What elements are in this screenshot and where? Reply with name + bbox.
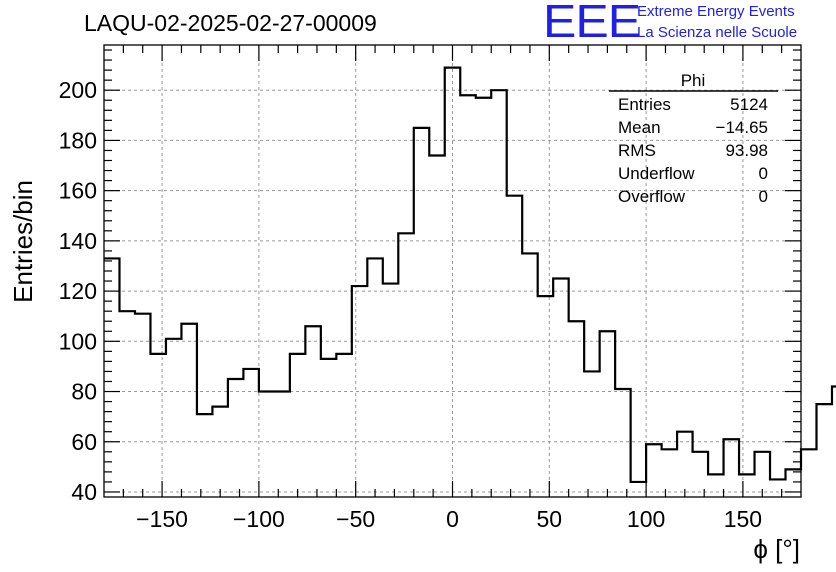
x-axis-label: ϕ [°] (753, 534, 800, 564)
stats-value: 0 (759, 187, 768, 206)
y-tick-label: 100 (59, 328, 97, 354)
stats-value: 5124 (730, 95, 768, 114)
stats-value: 0 (759, 164, 768, 183)
x-tick-label: 100 (627, 506, 665, 532)
y-tick-label: 200 (59, 77, 97, 103)
stats-label: Mean (618, 118, 661, 137)
x-tick-label: 150 (724, 506, 762, 532)
x-tick-label: 0 (446, 506, 459, 532)
stats-label: RMS (618, 141, 656, 160)
chart-title: LAQU-02-2025-02-27-00009 (84, 10, 377, 36)
y-tick-label: 160 (59, 178, 97, 204)
stats-box: Phi Entries 5124 Mean −14.65 RMS 93.98 U… (609, 71, 778, 206)
y-tick-label: 120 (59, 278, 97, 304)
y-axis-label: Entries/bin (8, 180, 38, 303)
x-tick-label: −100 (233, 506, 285, 532)
y-tick-label: 40 (71, 479, 97, 505)
y-tick-label: 140 (59, 228, 97, 254)
stats-label: Entries (618, 95, 671, 114)
eee-logo: EEE (543, 0, 641, 47)
logo-caption-line2: La Scienza nelle Scuole (637, 24, 798, 41)
x-tick-label: −150 (136, 506, 188, 532)
y-tick-label: 80 (71, 379, 97, 405)
axis-ticks (104, 45, 801, 497)
y-tick-labels: 40 60 80 100 120 140 160 180 200 (59, 77, 97, 505)
stats-value: −14.65 (716, 118, 768, 137)
stats-label: Overflow (618, 187, 686, 206)
stats-value: 93.98 (725, 141, 768, 160)
logo-caption-line1: Extreme Energy Events (637, 3, 795, 20)
x-tick-label: −50 (336, 506, 375, 532)
stats-label: Underflow (618, 164, 695, 183)
x-tick-labels: −150 −100 −50 0 50 100 150 (136, 506, 762, 532)
stats-name: Phi (681, 71, 706, 90)
x-tick-label: 50 (537, 506, 563, 532)
y-tick-label: 180 (59, 127, 97, 153)
grid-lines (104, 45, 801, 497)
y-tick-label: 60 (71, 429, 97, 455)
histogram-outline (104, 66, 836, 484)
